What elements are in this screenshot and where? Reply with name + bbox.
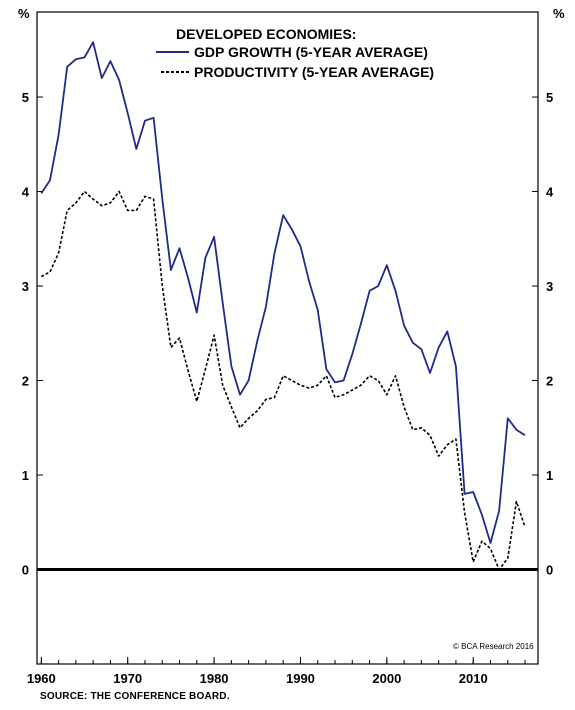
y-tick-label-left: 4 <box>22 185 30 200</box>
copyright-note: © BCA Research 2016 <box>453 642 534 651</box>
y-unit-right: % <box>553 6 565 21</box>
legend: DEVELOPED ECONOMIES: GDP GROWTH (5-YEAR … <box>156 26 434 80</box>
y-tick-label-left: 3 <box>22 279 29 294</box>
y-unit-left: % <box>18 6 30 21</box>
legend-title: DEVELOPED ECONOMIES: <box>176 26 356 42</box>
legend-label-productivity: PRODUCTIVITY (5-YEAR AVERAGE) <box>194 64 434 80</box>
x-tick-label: 2010 <box>459 671 488 686</box>
y-tick-label-left: 0 <box>22 563 29 578</box>
x-tick-label: 1960 <box>27 671 56 686</box>
x-tick-label: 1980 <box>200 671 229 686</box>
legend-label-gdp: GDP GROWTH (5-YEAR AVERAGE) <box>194 44 428 60</box>
series-line-productivity <box>40 190 526 571</box>
source-note: SOURCE: THE CONFERENCE BOARD. <box>40 691 230 702</box>
x-tick-label: 2000 <box>372 671 401 686</box>
axis-tick-labels: 1960 1970 1980 1990 2000 2010 0 0 1 1 2 2 3 3 4 4 5 5 <box>22 90 554 686</box>
y-tick-label-right: 4 <box>546 185 554 200</box>
chart-svg: % % 1960 1970 1980 1990 2000 2010 0 0 1 1 2 2 3 3 4 4 5 5… <box>18 6 565 686</box>
y-tick-label-right: 1 <box>546 468 553 483</box>
series-lines <box>40 41 526 571</box>
y-tick-label-left: 1 <box>22 468 29 483</box>
y-tick-label-right: 3 <box>546 279 553 294</box>
y-tick-label-left: 5 <box>22 90 29 105</box>
axis-ticks <box>37 96 538 664</box>
y-tick-label-right: 0 <box>546 563 553 578</box>
y-tick-label-right: 2 <box>546 374 553 389</box>
y-tick-label-left: 2 <box>22 374 29 389</box>
y-tick-label-right: 5 <box>546 90 553 105</box>
x-tick-label: 1970 <box>113 671 142 686</box>
plot-frame <box>36 11 539 665</box>
x-tick-label: 1990 <box>286 671 315 686</box>
series-line-gdp-growth <box>40 41 526 544</box>
